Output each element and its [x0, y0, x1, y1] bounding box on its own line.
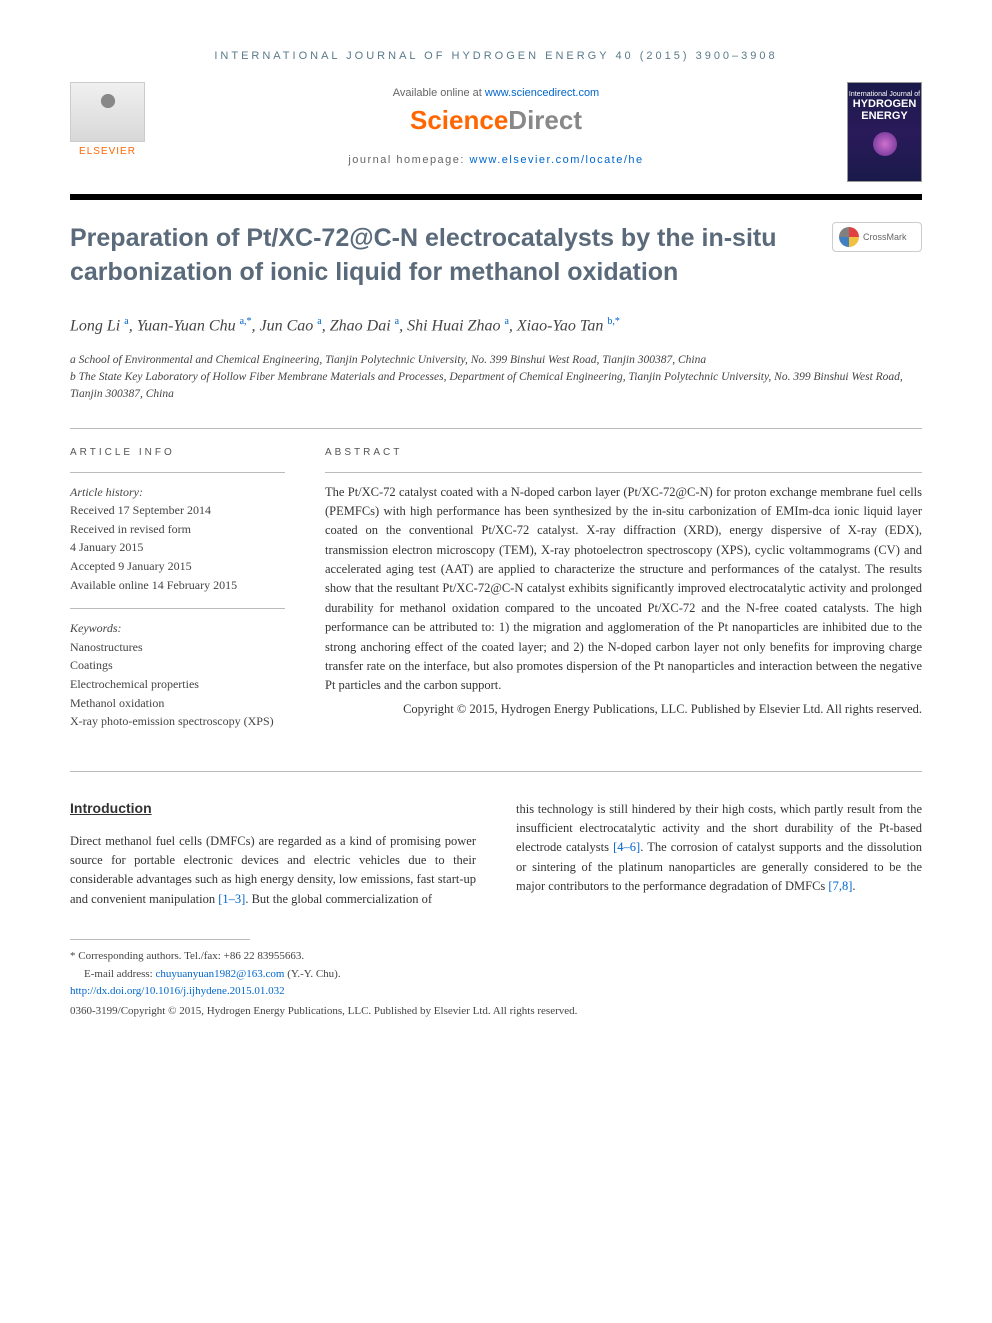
email-suffix: (Y.-Y. Chu). [284, 968, 340, 980]
article-info-column: ARTICLE INFO Article history: Received 1… [70, 447, 285, 731]
info-divider [70, 472, 285, 473]
email-line: E-mail address: chuyuanyuan1982@163.com … [70, 966, 922, 984]
info-abstract-row: ARTICLE INFO Article history: Received 1… [70, 447, 922, 731]
affiliation-a: a School of Environmental and Chemical E… [70, 352, 922, 369]
accepted-date: Accepted 9 January 2015 [70, 557, 285, 576]
abstract-text: The Pt/XC-72 catalyst coated with a N-do… [325, 483, 922, 696]
journal-reference: INTERNATIONAL JOURNAL OF HYDROGEN ENERGY… [70, 50, 922, 62]
cover-journal-prefix: International Journal of [848, 83, 921, 98]
available-prefix: Available online at [393, 87, 485, 99]
header-row: ELSEVIER Available online at www.science… [70, 82, 922, 182]
divider [70, 428, 922, 429]
body-columns: Introduction Direct methanol fuel cells … [70, 800, 922, 910]
abstract-divider [325, 472, 922, 473]
affiliation-b: b The State Key Laboratory of Hollow Fib… [70, 369, 922, 404]
cover-energy: ENERGY [848, 110, 921, 122]
journal-cover-image: International Journal of HYDROGEN ENERGY [847, 82, 922, 182]
sciencedirect-logo: ScienceDirect [145, 105, 847, 136]
abstract-copyright: Copyright © 2015, Hydrogen Energy Public… [325, 700, 922, 719]
body-column-right: this technology is still hindered by the… [516, 800, 922, 910]
intro-paragraph-right: this technology is still hindered by the… [516, 800, 922, 897]
crossmark-icon [839, 227, 859, 247]
article-title: Preparation of Pt/XC-72@C-N electrocatal… [70, 222, 832, 290]
divider-bar [70, 194, 922, 200]
body-divider [70, 771, 922, 772]
keywords-label: Keywords: [70, 619, 285, 638]
received-date: Received 17 September 2014 [70, 501, 285, 520]
elsevier-label: ELSEVIER [70, 146, 145, 157]
revised-line2: 4 January 2015 [70, 538, 285, 557]
crossmark-label: CrossMark [863, 232, 907, 242]
history-label: Article history: [70, 483, 285, 502]
article-history: Article history: Received 17 September 2… [70, 483, 285, 595]
keyword-item: Coatings [70, 656, 285, 675]
body-column-left: Introduction Direct methanol fuel cells … [70, 800, 476, 910]
center-header: Available online at www.sciencedirect.co… [145, 82, 847, 166]
abstract-column: ABSTRACT The Pt/XC-72 catalyst coated wi… [325, 447, 922, 731]
footer-block: * Corresponding authors. Tel./fax: +86 2… [70, 948, 922, 1001]
keywords-divider [70, 608, 285, 609]
keyword-item: X-ray photo-emission spectroscopy (XPS) [70, 712, 285, 731]
doi-link[interactable]: http://dx.doi.org/10.1016/j.ijhydene.201… [70, 985, 285, 997]
online-date: Available online 14 February 2015 [70, 576, 285, 595]
elsevier-tree-icon [70, 82, 145, 142]
corresponding-authors: * Corresponding authors. Tel./fax: +86 2… [70, 948, 922, 966]
journal-homepage: journal homepage: www.elsevier.com/locat… [145, 154, 847, 166]
keyword-item: Methanol oxidation [70, 694, 285, 713]
title-row: Preparation of Pt/XC-72@C-N electrocatal… [70, 222, 922, 290]
footer-copyright: 0360-3199/Copyright © 2015, Hydrogen Ene… [70, 1005, 922, 1017]
keywords-block: Keywords: Nanostructures Coatings Electr… [70, 619, 285, 731]
sd-logo-part2: Direct [508, 105, 582, 135]
authors-list: Long Li a, Yuan-Yuan Chu a,*, Jun Cao a,… [70, 314, 922, 338]
article-info-heading: ARTICLE INFO [70, 447, 285, 458]
email-label: E-mail address: [84, 968, 155, 980]
abstract-heading: ABSTRACT [325, 447, 922, 458]
homepage-prefix: journal homepage: [348, 154, 469, 166]
crossmark-badge[interactable]: CrossMark [832, 222, 922, 252]
footer-divider [70, 939, 250, 940]
affiliations: a School of Environmental and Chemical E… [70, 352, 922, 404]
sciencedirect-link[interactable]: www.sciencedirect.com [485, 87, 599, 99]
cover-graphic-icon [873, 132, 897, 156]
revised-line1: Received in revised form [70, 520, 285, 539]
available-online-text: Available online at www.sciencedirect.co… [145, 87, 847, 99]
section-heading-introduction: Introduction [70, 800, 476, 816]
email-link[interactable]: chuyuanyuan1982@163.com [155, 968, 284, 980]
keyword-item: Nanostructures [70, 638, 285, 657]
elsevier-logo: ELSEVIER [70, 82, 145, 167]
homepage-link[interactable]: www.elsevier.com/locate/he [470, 154, 644, 166]
sd-logo-part1: Science [410, 105, 508, 135]
intro-paragraph-left: Direct methanol fuel cells (DMFCs) are r… [70, 832, 476, 910]
keyword-item: Electrochemical properties [70, 675, 285, 694]
cover-hydrogen: HYDROGEN [848, 98, 921, 110]
